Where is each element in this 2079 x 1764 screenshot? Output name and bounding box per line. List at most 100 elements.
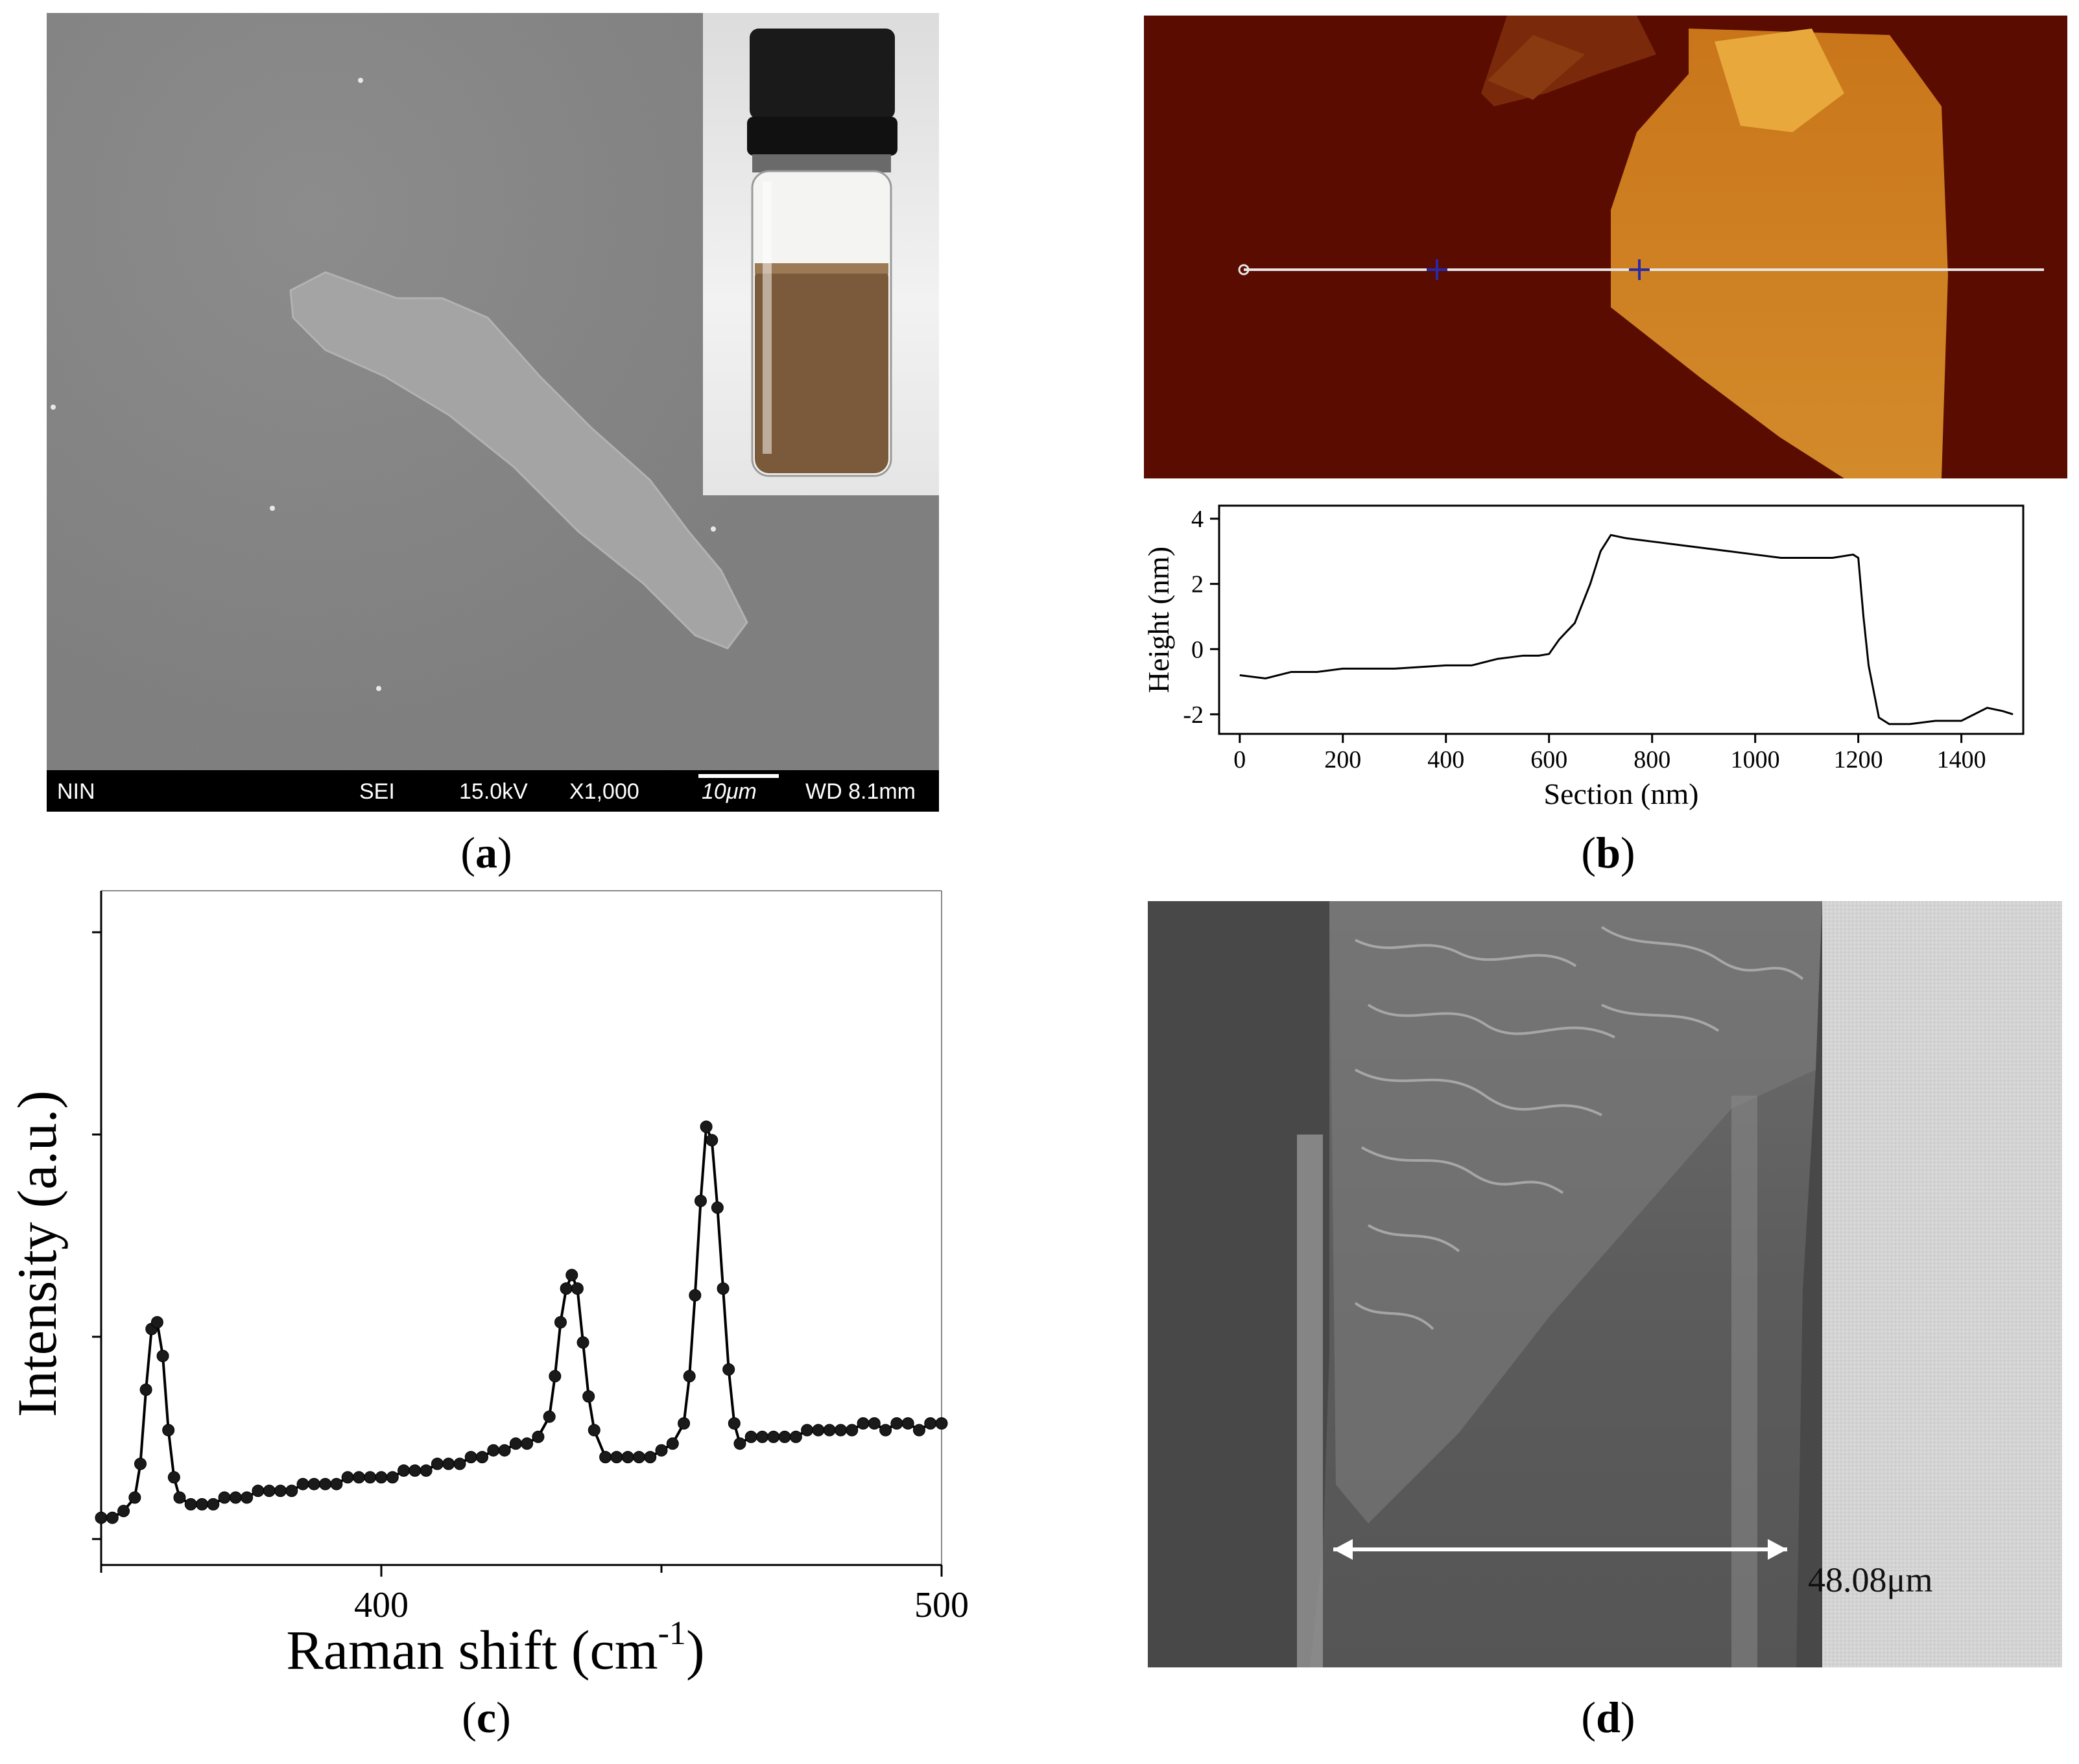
x-tick-label: 200 xyxy=(1324,746,1361,773)
x-axis-label-superscript: -1 xyxy=(658,1615,686,1652)
data-point xyxy=(868,1417,881,1430)
particle-dot xyxy=(270,506,275,511)
data-point xyxy=(890,1417,903,1430)
data-point xyxy=(728,1417,741,1430)
data-point xyxy=(464,1451,477,1464)
sem-image-a: NIN SEI 15.0kV X1,000 10μm WD 8.1mm xyxy=(47,13,939,812)
data-point xyxy=(582,1390,595,1403)
data-point xyxy=(744,1430,757,1443)
data-point xyxy=(364,1471,377,1484)
sem-info-bar: NIN SEI 15.0kV X1,000 10μm WD 8.1mm xyxy=(47,770,939,812)
caption-d: (d) xyxy=(1581,1693,1635,1742)
x-tick-label: 400 xyxy=(1427,746,1464,773)
data-point xyxy=(375,1471,388,1484)
data-point xyxy=(487,1444,500,1457)
data-point xyxy=(571,1282,584,1295)
data-point xyxy=(409,1464,422,1477)
x-tick-label: 600 xyxy=(1530,746,1567,773)
data-point xyxy=(453,1457,466,1470)
data-point xyxy=(857,1417,870,1430)
data-point xyxy=(935,1417,948,1430)
y-tick-label: 0 xyxy=(1191,636,1204,663)
data-point xyxy=(509,1437,522,1450)
cross-section-texture xyxy=(1148,901,2062,1667)
data-point xyxy=(420,1464,433,1477)
data-point xyxy=(924,1417,937,1430)
sem-magnification: X1,000 xyxy=(569,779,639,804)
data-point xyxy=(352,1471,365,1484)
data-point xyxy=(901,1417,914,1430)
data-point xyxy=(846,1424,859,1437)
data-point xyxy=(498,1444,511,1457)
height-profile-chart: 0 200 400 600 800 1000 1200 1400 -2 0 2 4 Section (n… xyxy=(1142,504,2025,810)
data-point xyxy=(218,1491,231,1504)
data-point xyxy=(588,1424,600,1437)
vial-icon xyxy=(747,29,897,477)
x-tick-label: 1200 xyxy=(1834,746,1883,773)
data-point xyxy=(549,1370,562,1383)
afm-topography xyxy=(1144,16,2067,478)
x-tick-label: 500 xyxy=(914,1585,969,1625)
data-point xyxy=(162,1424,175,1437)
data-point xyxy=(173,1491,186,1504)
data-point xyxy=(678,1417,691,1430)
data-point xyxy=(150,1316,163,1329)
data-point xyxy=(801,1424,814,1437)
data-point xyxy=(156,1350,169,1363)
x-tick-label: 400 xyxy=(354,1585,409,1625)
data-point xyxy=(610,1451,623,1464)
data-point xyxy=(767,1430,780,1443)
particle-dot xyxy=(358,78,363,83)
particle-dot xyxy=(51,405,56,410)
x-tick-label: 800 xyxy=(1634,746,1670,773)
x-axis-label-end: ) xyxy=(686,1619,705,1681)
x-tick-label: 0 xyxy=(1233,746,1246,773)
data-point xyxy=(778,1430,791,1443)
data-point xyxy=(694,1194,707,1207)
data-point xyxy=(560,1282,573,1295)
data-point xyxy=(117,1505,130,1518)
sem-scale: 10μm xyxy=(702,779,757,804)
y-tick-label: 2 xyxy=(1191,571,1204,598)
data-point xyxy=(666,1437,679,1450)
data-point xyxy=(644,1451,657,1464)
data-point xyxy=(912,1424,925,1437)
data-point xyxy=(252,1485,265,1498)
data-point xyxy=(95,1511,108,1524)
x-tick-label: 1000 xyxy=(1731,746,1780,773)
plot-frame xyxy=(1218,504,2025,735)
data-point xyxy=(756,1430,769,1443)
data-point xyxy=(207,1498,220,1511)
sem-cross-section-image: 48.08μm xyxy=(1148,901,2062,1667)
height-profile-line xyxy=(1239,534,2014,725)
data-point xyxy=(576,1336,589,1349)
data-point xyxy=(543,1410,556,1423)
data-point xyxy=(599,1451,612,1464)
sem-mode: SEI xyxy=(359,779,395,804)
caption-b: (b) xyxy=(1581,828,1635,877)
afm-image xyxy=(1144,16,2067,478)
data-point xyxy=(341,1471,354,1484)
data-point xyxy=(196,1498,209,1511)
data-point xyxy=(823,1424,836,1437)
data-point xyxy=(717,1282,730,1295)
data-point xyxy=(621,1451,634,1464)
particle-dot xyxy=(711,526,716,532)
data-point xyxy=(330,1477,343,1490)
y-axis-label: Intensity (a.u.) xyxy=(6,1090,68,1417)
data-point xyxy=(167,1471,180,1484)
data-point xyxy=(812,1424,825,1437)
data-point xyxy=(128,1491,141,1504)
data-point xyxy=(834,1424,847,1437)
data-point xyxy=(554,1316,567,1329)
x-tick-label: 1400 xyxy=(1937,746,1986,773)
data-point xyxy=(263,1485,276,1498)
data-point xyxy=(184,1498,197,1511)
data-point xyxy=(532,1430,545,1443)
data-point xyxy=(307,1477,320,1490)
data-point xyxy=(789,1430,802,1443)
sem-voltage: 15.0kV xyxy=(459,779,528,804)
thickness-measurement-label: 48.08μm xyxy=(1808,1560,1933,1599)
data-point xyxy=(711,1201,724,1214)
sem-working-distance: WD 8.1mm xyxy=(805,779,916,804)
